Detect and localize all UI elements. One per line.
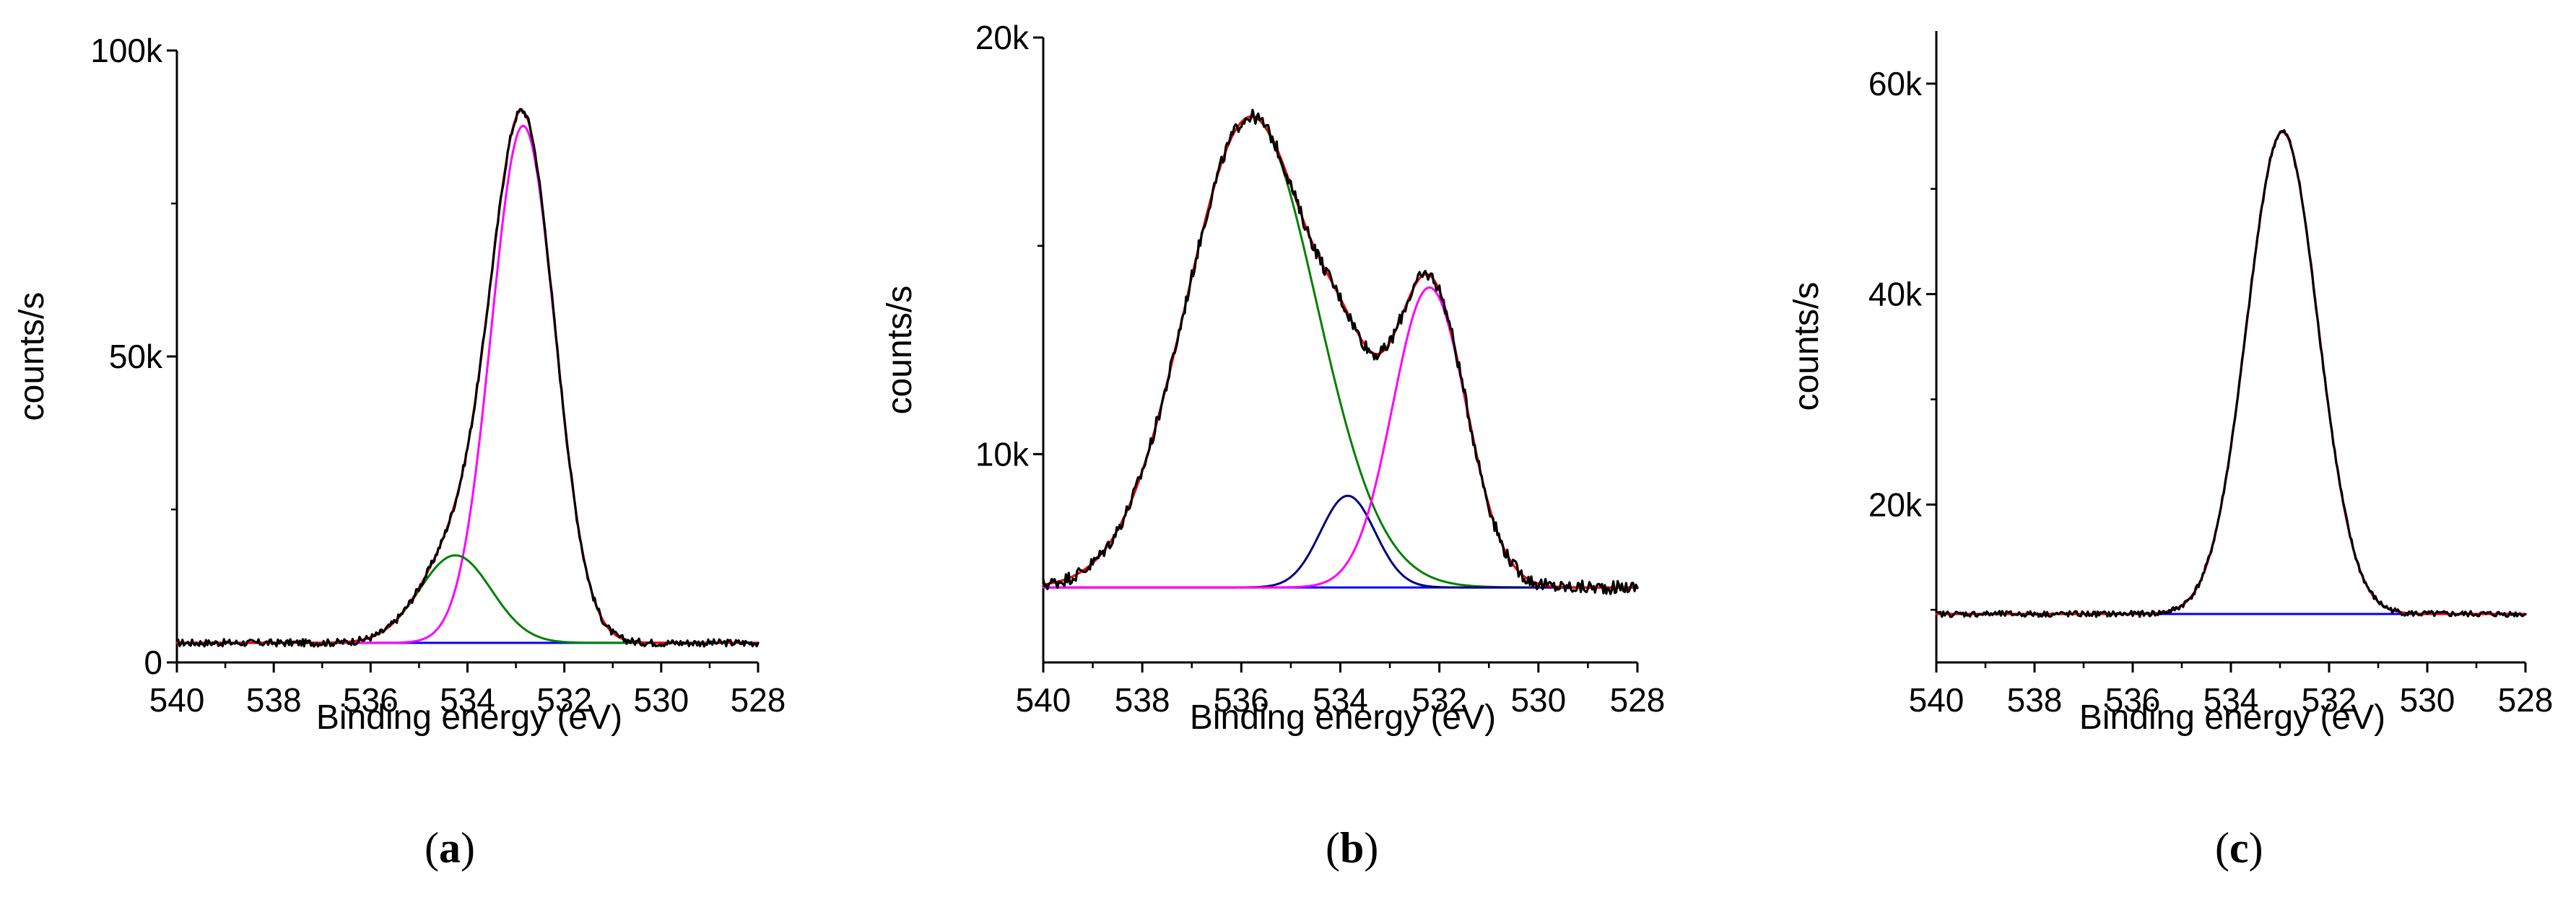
panel-label-open: ( xyxy=(2215,824,2229,872)
component-main-line xyxy=(175,124,760,644)
x-tick-label: 536 xyxy=(343,681,399,719)
component-main-line xyxy=(1935,131,2527,616)
x-axis-title: Binding energy (eV) xyxy=(316,699,622,737)
panel-label: (a) xyxy=(425,824,475,872)
panel-label-close: ) xyxy=(1364,824,1378,872)
x-tick-label: 528 xyxy=(731,681,786,719)
panel-a: 540 538 536 534 532 530 528 0 50k 100k Binding ene… xyxy=(13,32,786,872)
y-tick-label: 50k xyxy=(109,338,163,375)
x-tick-label: 536 xyxy=(2105,681,2161,719)
component-high-be-line xyxy=(1042,115,1639,589)
x-tick-label: 536 xyxy=(1214,681,1269,719)
y-axis-title: counts/s xyxy=(1788,282,1826,411)
y-tick-label: 20k xyxy=(975,19,1030,56)
panel-label-close: ) xyxy=(2249,824,2263,872)
panel-label-close: ) xyxy=(461,824,475,872)
x-tick-label: 534 xyxy=(1313,681,1368,719)
x-tick-label: 528 xyxy=(1610,681,1666,719)
panel-label: (c) xyxy=(2215,824,2263,872)
x-tick-label: 538 xyxy=(1115,681,1170,719)
panel-label-open: ( xyxy=(1326,824,1340,872)
y-tick-label: 40k xyxy=(1868,276,1923,313)
panel-label-letter: a xyxy=(439,824,461,872)
panel-label-open: ( xyxy=(425,824,439,872)
x-tick-label: 528 xyxy=(2498,681,2554,719)
x-tick-label: 534 xyxy=(440,681,495,719)
y-tick-label: 60k xyxy=(1868,65,1923,102)
x-axis-title: Binding energy (eV) xyxy=(2079,699,2385,737)
y-tick-label: 100k xyxy=(90,32,163,69)
x-tick-label: 540 xyxy=(1016,681,1071,719)
panel-c: 540 538 536 534 532 530 528 20k 40k 60k Binding en… xyxy=(1788,31,2553,872)
measured-data-line xyxy=(1935,129,2527,618)
panel-b: 540 538 536 534 532 530 528 10k 20k Binding energ… xyxy=(881,19,1665,872)
y-axis-title: counts/s xyxy=(881,286,919,415)
envelope-line xyxy=(1935,131,2527,616)
x-tick-label: 538 xyxy=(246,681,302,719)
envelope-line xyxy=(175,109,760,644)
y-tick-label: 10k xyxy=(975,435,1030,473)
x-tick-label: 530 xyxy=(633,681,689,719)
x-tick-label: 532 xyxy=(1411,681,1467,719)
envelope-line xyxy=(1042,115,1639,589)
panel-label-letter: b xyxy=(1340,824,1364,872)
component-middle-line xyxy=(1042,494,1639,589)
x-tick-label: 538 xyxy=(2007,681,2063,719)
component-low-be-line xyxy=(1042,286,1639,589)
panel-label: (b) xyxy=(1326,824,1378,872)
x-tick-label: 532 xyxy=(536,681,592,719)
y-tick-label: 20k xyxy=(1868,486,1923,523)
x-tick-label: 540 xyxy=(149,681,205,719)
y-axis-title: counts/s xyxy=(13,292,51,421)
panel-label-letter: c xyxy=(2229,824,2249,872)
x-axis-title: Binding energy (eV) xyxy=(1190,699,1496,737)
x-tick-label: 530 xyxy=(2400,681,2455,719)
x-tick-label: 532 xyxy=(2302,681,2357,719)
x-tick-label: 540 xyxy=(1909,681,1964,719)
y-tick-label: 0 xyxy=(144,644,162,681)
x-tick-label: 534 xyxy=(2203,681,2259,719)
measured-data-line xyxy=(175,108,760,648)
measured-data-line xyxy=(1042,108,1639,595)
x-tick-label: 530 xyxy=(1510,681,1566,719)
component-second-line xyxy=(175,554,760,644)
